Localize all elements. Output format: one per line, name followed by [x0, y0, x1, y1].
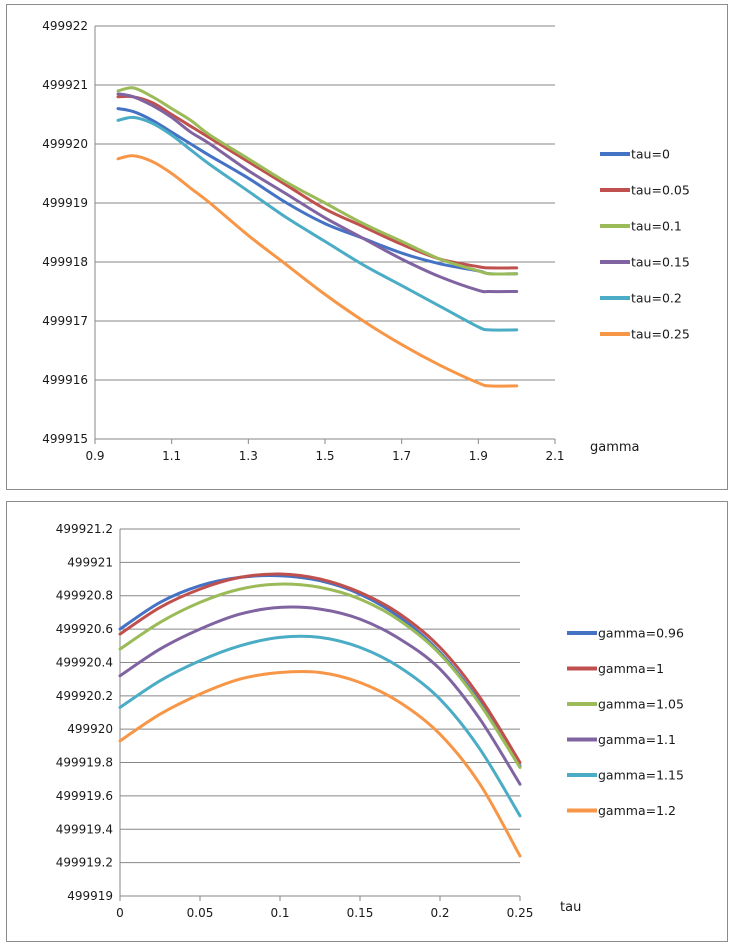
legend-label-1: tau=0.05 — [631, 183, 690, 198]
y-tick-label: 499915 — [42, 432, 88, 446]
y-tick-label: 499919.6 — [56, 789, 113, 803]
chart-panel-tau: 499919 499919.2 499919.4 499919.6 499919.8 49… — [6, 501, 728, 942]
legend-label-4: gamma=1.15 — [598, 768, 684, 783]
legend-label-2: tau=0.1 — [631, 219, 682, 234]
y-tick-label: 499920 — [67, 722, 113, 736]
y-tick-label: 499922 — [42, 19, 88, 33]
y-tick-label: 499917 — [42, 314, 88, 328]
x-tick-label: 0.25 — [507, 906, 534, 920]
x-axis-label: gamma — [590, 440, 640, 455]
y-tick-label: 499920 — [42, 137, 88, 151]
x-tick-label: 0.15 — [347, 906, 374, 920]
chart-svg-gamma: 499915 499916 499917 499918 499919 499920 4999… — [42, 19, 690, 463]
y-tick-label: 499919 — [42, 196, 88, 210]
x-tick-label: 1.3 — [239, 449, 258, 463]
series-line-0 — [116, 107, 519, 276]
y-tick-label: 499920.2 — [56, 689, 113, 703]
y-tick-label: 499920.4 — [56, 655, 113, 669]
y-tick-label: 499920.8 — [56, 589, 113, 603]
x-tick-label: 0.2 — [430, 906, 449, 920]
legend-label-0: gamma=0.96 — [598, 626, 684, 641]
y-tick-label: 499918 — [42, 255, 88, 269]
y-tick-label: 499919.2 — [56, 856, 113, 870]
x-tick-label: 0.05 — [187, 906, 214, 920]
y-tick-label: 499921 — [67, 555, 113, 569]
y-tick-label: 499921 — [42, 78, 88, 92]
legend-label-1: gamma=1 — [598, 661, 664, 676]
chart-panel-gamma: 499915 499916 499917 499918 499919 499920 4999… — [6, 4, 728, 490]
y-tick-label: 499921.2 — [56, 522, 113, 536]
series-line-3 — [118, 605, 522, 786]
series-line-3 — [116, 92, 519, 294]
x-tick-label: 1.5 — [315, 449, 334, 463]
series-line-1 — [116, 94, 519, 270]
series-line-5 — [118, 669, 522, 858]
legend-label-0: tau=0 — [631, 147, 670, 162]
legend-label-4: tau=0.2 — [631, 291, 682, 306]
x-tick-label: 1.9 — [469, 449, 488, 463]
y-tick-label: 499919.8 — [56, 756, 113, 770]
y-tick-label: 499916 — [42, 373, 88, 387]
y-tick-label: 499920.6 — [56, 622, 113, 636]
legend-label-2: gamma=1.05 — [598, 697, 684, 712]
legend-label-5: tau=0.25 — [631, 327, 690, 342]
series-line-2 — [118, 582, 522, 769]
chart-svg-tau: 499919 499919.2 499919.4 499919.6 499919.8 49… — [56, 522, 684, 920]
y-tick-label: 499919 — [67, 889, 113, 903]
x-tick-label: 1.7 — [392, 449, 411, 463]
series-line-5 — [116, 154, 519, 388]
series-line-4 — [118, 634, 522, 818]
x-tick-label: 1.1 — [162, 449, 181, 463]
x-tick-label: 0 — [116, 906, 124, 920]
series-line-1 — [118, 572, 522, 764]
series-line-4 — [116, 115, 519, 332]
legend-label-3: tau=0.15 — [631, 255, 690, 270]
x-tick-label: 0.9 — [85, 449, 104, 463]
y-tick-label: 499919.4 — [56, 822, 113, 836]
x-tick-label: 2.1 — [545, 449, 564, 463]
x-axis-label: tau — [560, 900, 581, 915]
series-line-2 — [116, 86, 519, 276]
x-tick-label: 0.1 — [270, 906, 289, 920]
legend-label-3: gamma=1.1 — [598, 732, 676, 747]
legend-label-5: gamma=1.2 — [598, 803, 676, 818]
